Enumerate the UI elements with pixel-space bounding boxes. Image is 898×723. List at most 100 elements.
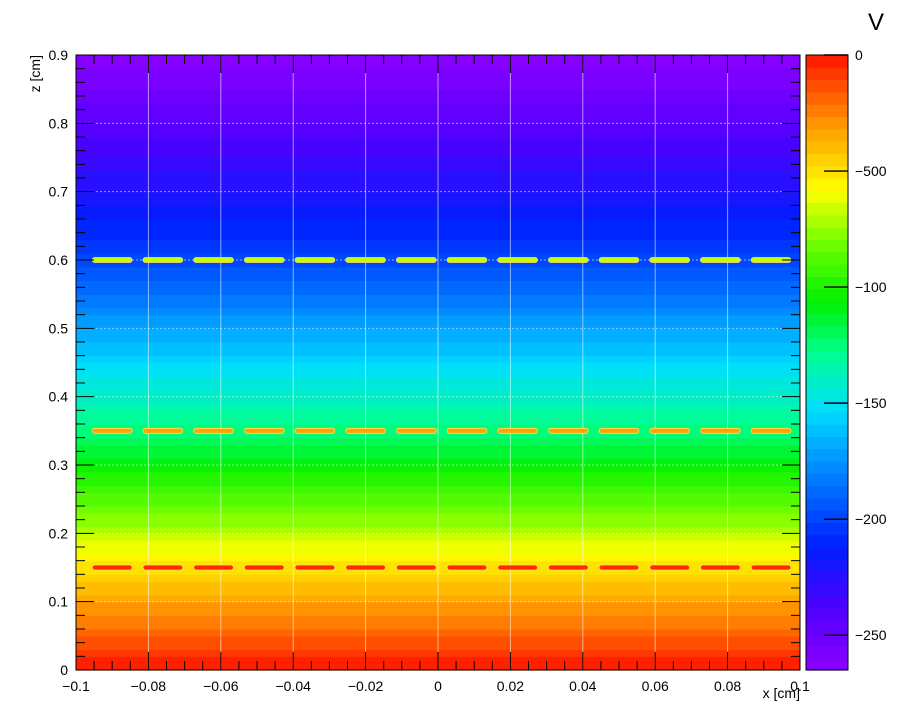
- electrode-strip: [598, 257, 640, 263]
- x-tick-label: 0.02: [497, 678, 524, 694]
- electrode-strip: [548, 427, 589, 434]
- colorbar-segment: [806, 301, 848, 314]
- colorbar-unit-label: V: [868, 9, 884, 36]
- colorbar-segment: [806, 67, 848, 81]
- colorbar-segment: [806, 460, 848, 474]
- colorbar-tick-label: −200: [855, 511, 887, 527]
- colorbar-segment: [806, 424, 848, 437]
- x-tick-label: 0.06: [642, 678, 669, 694]
- electrode-strip: [497, 427, 538, 434]
- electrode-strip: [446, 427, 488, 434]
- colorbar-segment: [806, 313, 848, 327]
- colorbar-segment: [806, 202, 848, 216]
- colorbar-segment: [806, 448, 848, 462]
- colorbar-segment: [806, 583, 848, 597]
- colorbar-segment: [806, 190, 848, 204]
- colorbar-segment: [806, 387, 848, 400]
- x-tick-label: 0: [434, 678, 442, 694]
- electrode-strip: [548, 564, 589, 571]
- colorbar-segment: [806, 633, 848, 646]
- colorbar-ticks: 0 −500 −100 −150 −200 −250: [824, 47, 887, 643]
- colorbar-tick-label: −150: [855, 395, 887, 411]
- electrode-strip: [193, 427, 234, 434]
- colorbar-segment: [806, 251, 848, 265]
- y-tick-labels: 0 0.1 0.2 0.3 0.4 0.5 0.6 0.7 0.8 0.9: [49, 47, 69, 678]
- colorbar-segment: [806, 547, 848, 560]
- electrode-strip: [91, 564, 133, 571]
- electrode-strip: [750, 564, 792, 571]
- electrode-strip: [142, 257, 184, 263]
- electrode-strip: [395, 427, 437, 434]
- electrode-strip: [243, 427, 285, 434]
- colorbar-segment: [806, 608, 848, 622]
- colorbar: [806, 55, 848, 671]
- colorbar-tick-label: −100: [855, 279, 887, 295]
- colorbar-segment: [806, 399, 848, 413]
- electrode-strip: [700, 427, 741, 434]
- y-tick-label: 0: [60, 662, 68, 678]
- electrode-strip: [91, 427, 133, 434]
- colorbar-segment: [806, 288, 848, 302]
- colorbar-segment: [806, 91, 848, 105]
- electrode-strip: [700, 564, 741, 571]
- electrode-strip: [142, 564, 184, 571]
- electrode-strip: [294, 257, 336, 263]
- electrode-strip: [193, 564, 234, 571]
- colorbar-segment: [806, 485, 848, 499]
- colorbar-segment: [806, 104, 848, 118]
- y-tick-label: 0.3: [49, 457, 69, 473]
- x-axis-title: x [cm]: [763, 685, 800, 701]
- electrode-strip: [142, 427, 184, 434]
- x-tick-label: −0.04: [275, 678, 311, 694]
- electrode-strip: [497, 257, 538, 263]
- y-tick-label: 0.4: [49, 389, 69, 405]
- electrode-strip: [243, 257, 285, 263]
- colorbar-segment: [806, 596, 848, 610]
- y-tick-label: 0.2: [49, 525, 69, 541]
- colorbar-segment: [806, 559, 848, 573]
- colorbar-segment: [806, 374, 848, 388]
- colorbar-segment: [806, 497, 848, 511]
- colorbar-segment: [806, 657, 848, 671]
- electrode-strip: [649, 564, 690, 571]
- colorbar-tick-label: −500: [855, 163, 887, 179]
- colorbar-segment: [806, 436, 848, 450]
- colorbar-segment: [806, 128, 848, 142]
- y-tick-label: 0.7: [49, 184, 69, 200]
- colorbar-segment: [806, 620, 848, 634]
- electrode-strip: [395, 564, 437, 571]
- axis-ticks: [75, 54, 801, 671]
- colorbar-segment: [806, 79, 848, 93]
- y-axis-title: z [cm]: [27, 55, 43, 92]
- colorbar-segment: [806, 153, 848, 167]
- electrode-strip: [700, 257, 741, 263]
- electrode-strip: [548, 257, 589, 263]
- electrode-strip: [446, 564, 488, 571]
- electrode-strip: [649, 427, 690, 434]
- colorbar-segment: [806, 165, 848, 179]
- x-tick-labels: −0.1 −0.08 −0.06 −0.04 −0.02 0 0.02 0.04 0.06 0.0…: [62, 678, 810, 694]
- electrode-strip: [598, 427, 640, 434]
- x-tick-label: −0.06: [203, 678, 239, 694]
- colorbar-segment: [806, 571, 848, 585]
- colorbar-segment: [806, 276, 848, 290]
- colorbar-tick-label: 0: [855, 47, 863, 63]
- x-tick-label: 0.08: [714, 678, 741, 694]
- electrode-strip: [649, 257, 690, 263]
- y-tick-label: 0.1: [49, 594, 69, 610]
- colorbar-segment: [806, 214, 848, 228]
- electrode-strip: [294, 427, 336, 434]
- colorbar-segment: [806, 350, 848, 364]
- electrode-strip: [497, 564, 538, 571]
- electrode-strip: [345, 257, 386, 263]
- electrode-strip: [345, 564, 386, 571]
- x-tick-label: 0.1: [790, 678, 810, 694]
- colorbar-segment: [806, 362, 848, 376]
- colorbar-segment: [806, 141, 848, 154]
- colorbar-segment: [806, 522, 848, 536]
- electrode-strip: [345, 427, 386, 434]
- electrode-strips: [91, 257, 792, 571]
- y-tick-label: 0.8: [49, 115, 69, 131]
- x-tick-label: −0.02: [348, 678, 384, 694]
